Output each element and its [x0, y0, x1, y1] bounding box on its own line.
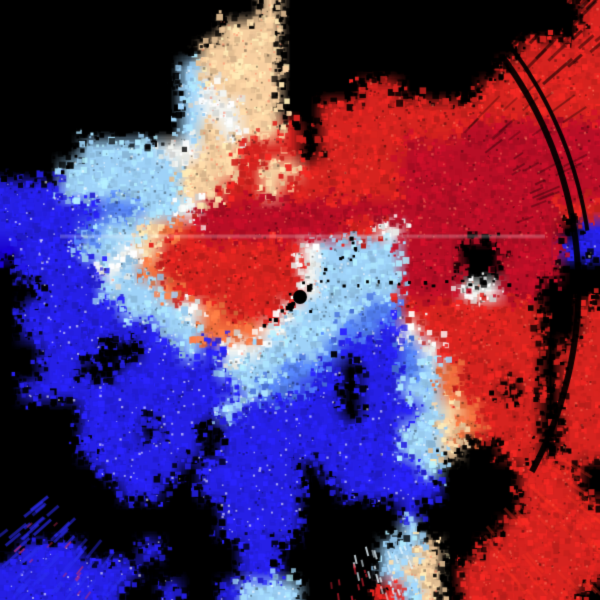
doppler-velocity-image [0, 0, 600, 600]
radar-display [0, 0, 600, 600]
radar-screen [0, 0, 600, 600]
